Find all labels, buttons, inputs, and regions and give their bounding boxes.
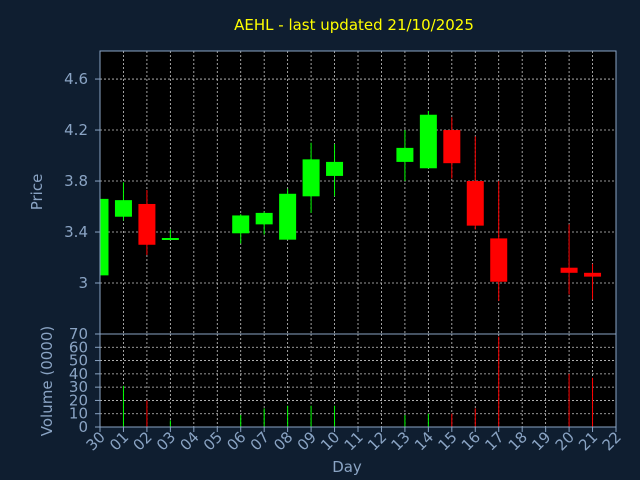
x-tick-label: 21: [575, 428, 601, 454]
x-tick-label: 15: [434, 428, 460, 454]
candle-20: [560, 224, 578, 295]
x-tick-label: 05: [200, 428, 226, 454]
candle-body: [584, 272, 602, 277]
volume-tick-label: 20: [69, 391, 88, 409]
candle-body: [490, 238, 508, 282]
x-axis-label: Day: [332, 458, 362, 476]
volume-tick-label: 30: [69, 378, 88, 396]
x-tick-label: 04: [176, 428, 202, 454]
price-tick-label: 4.2: [64, 121, 88, 139]
volume-tick-label: 10: [69, 405, 88, 423]
candle-body: [396, 147, 414, 162]
x-tick-label: 03: [153, 428, 179, 454]
candle-17: [490, 181, 508, 301]
price-axis-label: Price: [28, 174, 46, 211]
candle-body: [560, 267, 578, 273]
price-tick-label: 3.4: [64, 223, 88, 241]
candle-01: [114, 182, 132, 221]
volume-tick-label: 40: [69, 365, 88, 383]
candle-16: [466, 136, 484, 230]
x-tick-label: 10: [317, 428, 343, 454]
candle-07: [255, 211, 273, 235]
price-tick-label: 3.8: [64, 172, 88, 190]
x-tick-label: 06: [223, 428, 249, 454]
candle-02: [138, 189, 156, 255]
x-tick-label: 20: [552, 428, 578, 454]
candle-body: [302, 159, 320, 197]
x-tick-label: 02: [130, 428, 156, 454]
price-panel: 3 3.4 3.8 4.2 4.6: [64, 50, 617, 335]
candle-body: [279, 193, 297, 240]
candle-body: [100, 198, 109, 276]
x-tick-label: 13: [388, 428, 414, 454]
candle-21: [584, 263, 602, 300]
candle-body: [114, 200, 132, 217]
candle-body: [419, 114, 437, 169]
x-axis: 3001020304050607080910111213141516171819…: [83, 427, 625, 454]
candle-body: [326, 161, 344, 176]
candle-30: [99, 198, 109, 276]
x-tick-label: 07: [247, 428, 273, 454]
chart-title: AEHL - last updated 21/10/2025: [234, 16, 474, 34]
x-tick-label: 18: [505, 428, 531, 454]
volume-tick-label: 50: [69, 352, 88, 370]
x-tick-label: 12: [364, 428, 390, 454]
candle-09: [302, 142, 320, 213]
x-tick-label: 09: [294, 428, 320, 454]
x-tick-label: 17: [481, 428, 507, 454]
x-tick-label: 22: [599, 428, 625, 454]
x-tick-label: 16: [458, 428, 484, 454]
candle-14: [419, 110, 437, 169]
candle-body: [466, 181, 484, 226]
candle-body: [443, 130, 461, 164]
candle-03: [161, 229, 179, 241]
volume-axis-label: Volume (0000): [38, 326, 56, 436]
x-tick-label: 08: [270, 428, 296, 454]
x-tick-label: 01: [106, 428, 132, 454]
candle-15: [443, 117, 461, 179]
x-tick-label: 19: [528, 428, 554, 454]
x-tick-label: 11: [341, 428, 367, 454]
candle-10: [326, 144, 344, 197]
candle-08: [279, 188, 297, 240]
x-tick-label: 14: [411, 428, 437, 454]
volume-tick-label: 60: [69, 338, 88, 356]
candle-06: [232, 214, 250, 244]
candle-body: [232, 215, 250, 234]
volume-tick-label: 70: [69, 325, 88, 343]
price-tick-label: 3: [78, 274, 88, 292]
price-tick-label: 4.6: [64, 70, 88, 88]
candle-13: [396, 130, 414, 182]
candle-body: [138, 203, 156, 245]
candle-body: [255, 212, 273, 225]
volume-tick-label: 0: [78, 418, 88, 436]
